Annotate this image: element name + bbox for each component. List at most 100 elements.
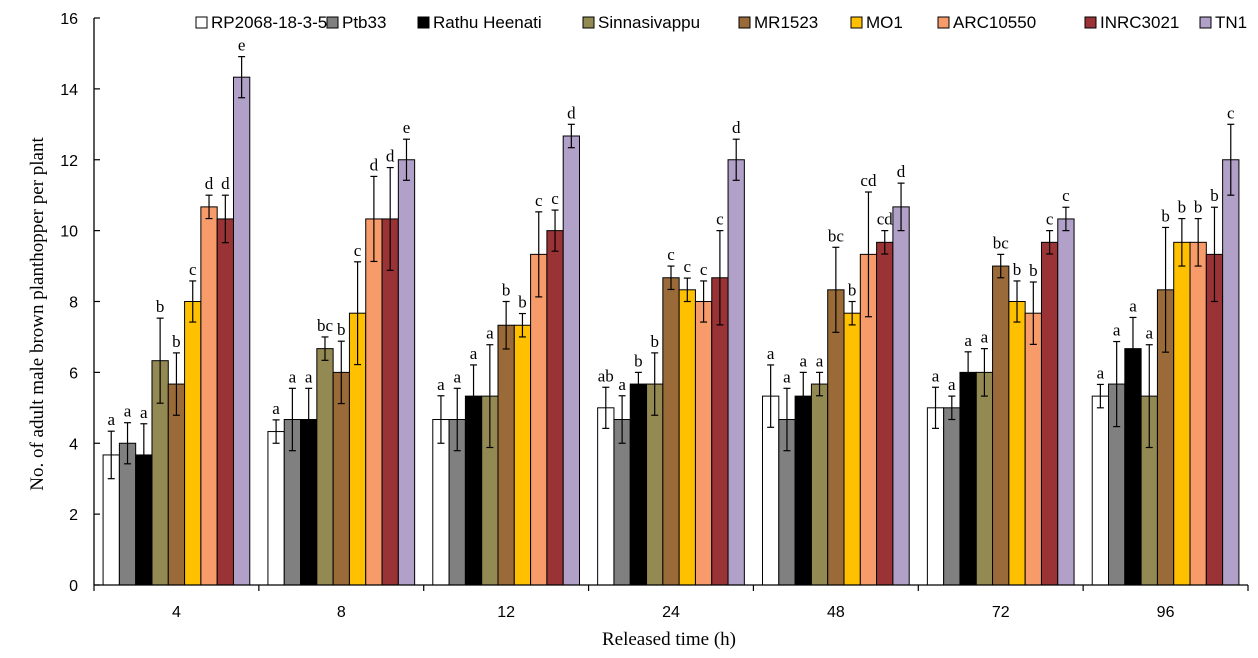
bar <box>332 371 350 586</box>
legend-label: Sinnasivappu <box>598 13 700 32</box>
significance-label: b <box>502 281 511 300</box>
bar <box>662 277 680 586</box>
legend-swatch <box>326 16 339 29</box>
significance-label: a <box>1145 324 1153 343</box>
legend-label: MR1523 <box>754 13 818 32</box>
significance-label: a <box>272 399 280 418</box>
y-tick-label: 6 <box>69 365 78 382</box>
y-tick-label: 14 <box>60 82 78 99</box>
significance-label: d <box>205 174 214 193</box>
bar <box>926 407 945 586</box>
y-axis-title: No. of adult male brown planthopper per … <box>27 137 48 491</box>
significance-label: a <box>1097 363 1105 382</box>
significance-label: e <box>238 36 246 55</box>
significance-label: b <box>156 297 165 316</box>
significance-label: b <box>518 293 527 312</box>
bar <box>118 442 137 586</box>
significance-label: b <box>1210 186 1219 205</box>
bar <box>513 324 532 586</box>
x-tick-label: 96 <box>1157 604 1175 621</box>
legend-label: MO1 <box>866 13 903 32</box>
significance-label: ab <box>598 366 614 385</box>
bar <box>1057 218 1075 586</box>
significance-label: a <box>486 324 494 343</box>
legend-swatch <box>582 16 595 29</box>
significance-label: a <box>305 367 313 386</box>
significance-label: b <box>1178 198 1187 217</box>
bar <box>232 76 251 586</box>
significance-label: b <box>1161 206 1170 225</box>
bar <box>1024 312 1042 586</box>
bar <box>432 419 450 586</box>
bar <box>497 324 515 586</box>
bar <box>794 395 812 586</box>
bar <box>975 371 994 586</box>
significance-label: d <box>897 162 906 181</box>
significance-label: e <box>403 118 411 137</box>
legend-swatch <box>850 16 863 29</box>
significance-label: c <box>1046 210 1054 229</box>
significance-label: c <box>535 191 543 210</box>
significance-label: c <box>684 257 692 276</box>
legend-swatch <box>195 16 208 29</box>
bar <box>546 230 564 586</box>
bar <box>1205 253 1224 586</box>
bar <box>597 407 615 586</box>
significance-label: bc <box>317 316 334 335</box>
significance-label: a <box>932 366 940 385</box>
bar <box>959 371 977 586</box>
significance-label: d <box>732 118 741 137</box>
significance-label: a <box>964 331 972 350</box>
bar <box>727 159 745 586</box>
significance-label: bc <box>828 226 845 245</box>
legend-swatch <box>1084 16 1097 29</box>
bar <box>200 206 218 586</box>
significance-label: d <box>567 103 576 122</box>
legend-label: TN1 <box>1215 13 1247 32</box>
significance-label: b <box>848 281 857 300</box>
significance-label: c <box>716 210 724 229</box>
significance-label: c <box>1062 186 1070 205</box>
legend-swatch <box>738 16 751 29</box>
significance-label: a <box>124 402 132 421</box>
bar <box>810 383 829 586</box>
bar <box>613 419 631 586</box>
x-tick-label: 8 <box>337 604 346 621</box>
significance-label: d <box>386 147 395 166</box>
significance-label: a <box>437 375 445 394</box>
x-tick-label: 72 <box>992 604 1010 621</box>
bar <box>1173 241 1191 586</box>
bar <box>1124 348 1142 586</box>
bar <box>892 206 910 586</box>
x-tick-label: 48 <box>827 604 845 621</box>
bar <box>843 312 861 586</box>
bar <box>1222 159 1240 586</box>
y-tick-label: 0 <box>69 578 78 595</box>
significance-label: d <box>221 174 230 193</box>
y-tick-label: 12 <box>60 153 78 170</box>
significance-label: bc <box>993 233 1010 252</box>
bar <box>943 407 961 586</box>
significance-label: b <box>337 320 346 339</box>
y-tick-label: 16 <box>60 11 78 28</box>
legend-swatch <box>417 16 430 29</box>
significance-label: a <box>140 403 148 422</box>
bar <box>1040 241 1059 586</box>
significance-label: b <box>1194 198 1203 217</box>
legend-label: INRC3021 <box>1100 13 1179 32</box>
bar <box>316 348 334 586</box>
x-tick-label: 4 <box>172 604 181 621</box>
y-tick-label: 10 <box>60 224 78 241</box>
significance-label: b <box>1013 260 1022 279</box>
bar <box>365 218 383 586</box>
bar <box>992 265 1010 586</box>
significance-label: a <box>783 367 791 386</box>
significance-label: a <box>1113 321 1121 340</box>
significance-label: b <box>650 332 659 351</box>
legend-label: RP2068-18-3-5 <box>211 13 327 32</box>
significance-label: c <box>189 260 197 279</box>
significance-label: a <box>107 410 115 429</box>
